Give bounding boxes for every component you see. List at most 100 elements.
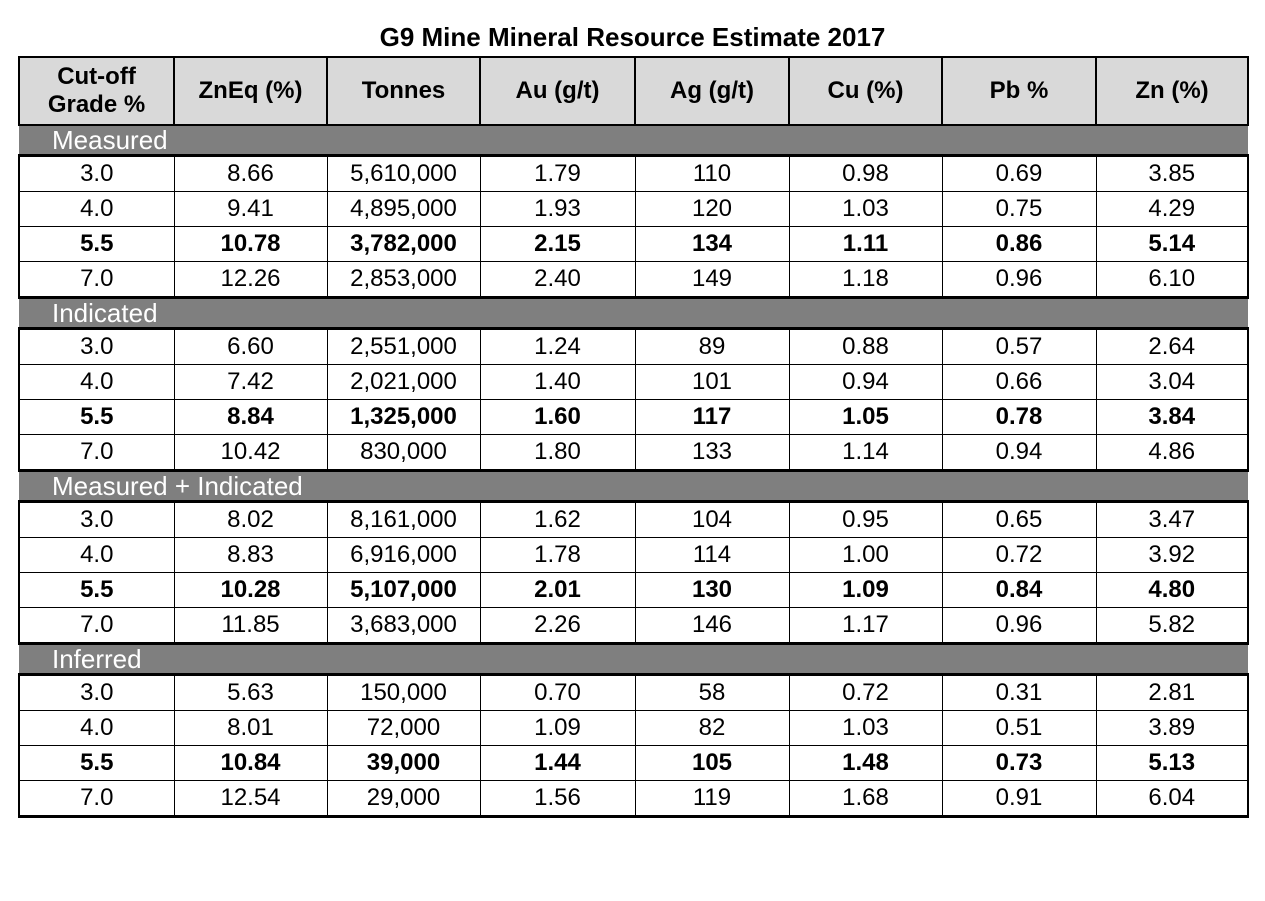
cell-zneq: 9.41: [173, 191, 328, 227]
cell-pb: 0.96: [941, 261, 1097, 299]
cell-ag: 104: [634, 500, 790, 538]
header-au: Au (g/t): [479, 56, 636, 126]
cell-zn: 3.84: [1095, 399, 1249, 435]
cell-cu: 1.11: [788, 226, 943, 262]
table-row: 7.0 12.54 29,000 1.56 119 1.68 0.91 6.04: [18, 780, 1249, 818]
cell-pb: 0.31: [941, 673, 1097, 711]
cell-pb: 0.66: [941, 364, 1097, 400]
cell-pb: 0.94: [941, 434, 1097, 472]
cell-pb: 0.91: [941, 780, 1097, 818]
cell-cu: 0.88: [788, 327, 943, 365]
cell-zn: 5.13: [1095, 745, 1249, 781]
cell-ag: 134: [634, 226, 790, 262]
cell-au: 2.01: [479, 572, 636, 608]
cell-au: 1.56: [479, 780, 636, 818]
table-row: 3.0 8.02 8,161,000 1.62 104 0.95 0.65 3.47: [18, 500, 1249, 538]
cell-tonnes: 39,000: [326, 745, 481, 781]
cell-pb: 0.72: [941, 537, 1097, 573]
section-label: Measured: [19, 125, 1248, 156]
table-title: G9 Mine Mineral Resource Estimate 2017: [379, 22, 886, 52]
cell-zn: 3.92: [1095, 537, 1249, 573]
table-row: 4.0 9.41 4,895,000 1.93 120 1.03 0.75 4.29: [18, 191, 1249, 227]
cell-cu: 1.09: [788, 572, 943, 608]
table-row: 4.0 8.01 72,000 1.09 82 1.03 0.51 3.89: [18, 710, 1249, 746]
table-row: 7.0 11.85 3,683,000 2.26 146 1.17 0.96 5.82: [18, 607, 1249, 645]
cell-zn: 3.89: [1095, 710, 1249, 746]
cell-zneq: 11.85: [173, 607, 328, 645]
cell-cutoff-grade: 3.0: [18, 500, 175, 538]
cell-cutoff-grade: 7.0: [18, 780, 175, 818]
section-header-inferred: Inferred: [19, 643, 1248, 675]
section-label: Inferred: [19, 643, 1248, 675]
table-row: 5.5 8.84 1,325,000 1.60 117 1.05 0.78 3.84: [18, 399, 1249, 435]
cell-cu: 1.48: [788, 745, 943, 781]
cell-ag: 114: [634, 537, 790, 573]
table-row: 3.0 8.66 5,610,000 1.79 110 0.98 0.69 3.85: [18, 154, 1249, 192]
cell-ag: 101: [634, 364, 790, 400]
table-row: 5.5 10.84 39,000 1.44 105 1.48 0.73 5.13: [18, 745, 1249, 781]
cell-cutoff-grade: 5.5: [18, 399, 175, 435]
table-row: 3.0 6.60 2,551,000 1.24 89 0.88 0.57 2.64: [18, 327, 1249, 365]
cell-pb: 0.57: [941, 327, 1097, 365]
cell-cutoff-grade: 5.5: [18, 572, 175, 608]
table-row: 3.0 5.63 150,000 0.70 58 0.72 0.31 2.81: [18, 673, 1249, 711]
header-ag: Ag (g/t): [634, 56, 790, 126]
cell-au: 0.70: [479, 673, 636, 711]
cell-tonnes: 1,325,000: [326, 399, 481, 435]
cell-au: 1.78: [479, 537, 636, 573]
cell-ag: 133: [634, 434, 790, 472]
cell-ag: 120: [634, 191, 790, 227]
cell-tonnes: 3,683,000: [326, 607, 481, 645]
table-row: 7.0 12.26 2,853,000 2.40 149 1.18 0.96 6.10: [18, 261, 1249, 299]
cell-tonnes: 2,853,000: [326, 261, 481, 299]
cell-ag: 149: [634, 261, 790, 299]
cell-zneq: 10.84: [173, 745, 328, 781]
cell-zn: 3.47: [1095, 500, 1249, 538]
cell-pb: 0.51: [941, 710, 1097, 746]
cell-cutoff-grade: 4.0: [18, 710, 175, 746]
cell-zn: 2.64: [1095, 327, 1249, 365]
cell-zn: 5.14: [1095, 226, 1249, 262]
section-label: Measured + Indicated: [19, 470, 1248, 502]
cell-cutoff-grade: 4.0: [18, 364, 175, 400]
cell-cutoff-grade: 5.5: [18, 226, 175, 262]
cell-tonnes: 5,610,000: [326, 154, 481, 192]
cell-pb: 0.84: [941, 572, 1097, 608]
cell-tonnes: 29,000: [326, 780, 481, 818]
cell-ag: 117: [634, 399, 790, 435]
cell-zn: 4.86: [1095, 434, 1249, 472]
section-header-measured-indicated: Measured + Indicated: [19, 470, 1248, 502]
cell-zneq: 8.01: [173, 710, 328, 746]
cell-cu: 0.95: [788, 500, 943, 538]
cell-zneq: 6.60: [173, 327, 328, 365]
cell-zn: 5.82: [1095, 607, 1249, 645]
cell-tonnes: 5,107,000: [326, 572, 481, 608]
cell-cu: 1.18: [788, 261, 943, 299]
cell-cutoff-grade: 4.0: [18, 191, 175, 227]
cell-au: 1.24: [479, 327, 636, 365]
cell-au: 1.79: [479, 154, 636, 192]
cell-au: 1.62: [479, 500, 636, 538]
cell-cutoff-grade: 3.0: [18, 327, 175, 365]
cell-ag: 58: [634, 673, 790, 711]
cell-au: 1.60: [479, 399, 636, 435]
cell-zn: 4.80: [1095, 572, 1249, 608]
cell-cutoff-grade: 3.0: [18, 154, 175, 192]
cell-cu: 1.03: [788, 710, 943, 746]
section-header-indicated: Indicated: [19, 297, 1248, 329]
cell-cutoff-grade: 3.0: [18, 673, 175, 711]
cell-ag: 119: [634, 780, 790, 818]
resource-table: Cut-off Grade % ZnEq (%) Tonnes Au (g/t)…: [18, 56, 1249, 818]
cell-cu: 1.03: [788, 191, 943, 227]
header-cu: Cu (%): [788, 56, 943, 126]
cell-tonnes: 2,021,000: [326, 364, 481, 400]
cell-zneq: 8.66: [173, 154, 328, 192]
cell-tonnes: 830,000: [326, 434, 481, 472]
cell-pb: 0.69: [941, 154, 1097, 192]
cell-cutoff-grade: 5.5: [18, 745, 175, 781]
cell-pb: 0.73: [941, 745, 1097, 781]
cell-tonnes: 2,551,000: [326, 327, 481, 365]
cell-cu: 1.68: [788, 780, 943, 818]
header-zneq: ZnEq (%): [173, 56, 328, 126]
cell-cu: 0.98: [788, 154, 943, 192]
